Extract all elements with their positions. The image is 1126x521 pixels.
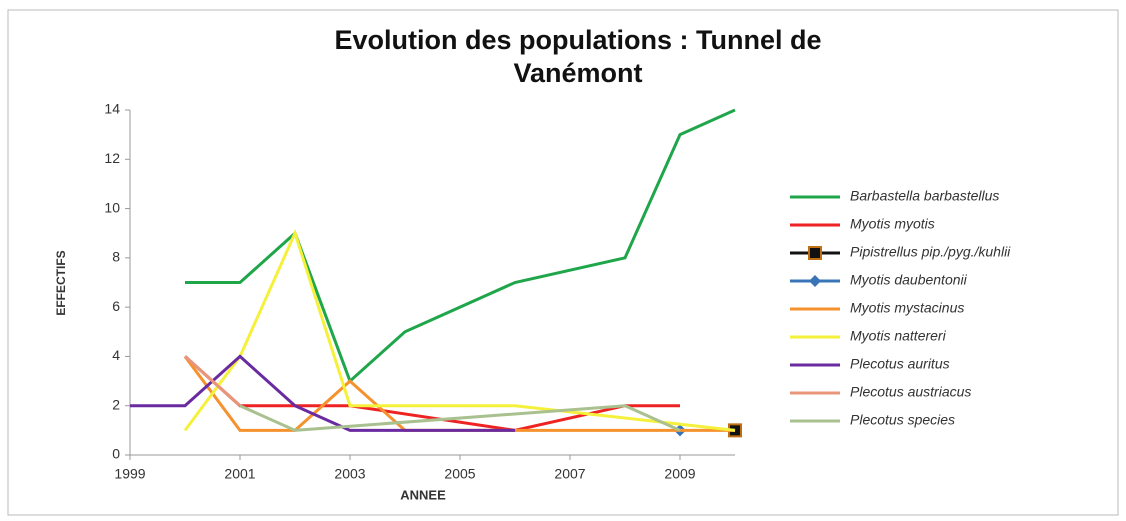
- x-axis-label: ANNEE: [400, 487, 446, 502]
- legend-label: Plecotus species: [850, 412, 955, 428]
- y-tick-label: 14: [104, 101, 120, 117]
- y-tick-label: 12: [104, 150, 120, 166]
- x-tick-label: 1999: [114, 466, 145, 482]
- legend-label: Pipistrellus pip./pyg./kuhlii: [850, 244, 1011, 260]
- legend-label: Myotis daubentonii: [850, 272, 968, 288]
- marker: [809, 275, 821, 287]
- x-tick-label: 2007: [554, 466, 585, 482]
- y-tick-label: 10: [104, 199, 120, 215]
- legend-label: Myotis nattereri: [850, 328, 947, 344]
- x-tick-label: 2009: [664, 466, 695, 482]
- line: [183, 355, 242, 407]
- legend-label: Plecotus austriacus: [850, 384, 971, 400]
- legend-label: Plecotus auritus: [850, 356, 950, 372]
- line: [130, 354, 515, 432]
- y-axis-label: EFFECTIFS: [54, 250, 68, 315]
- chart-title: Vanémont: [513, 58, 642, 88]
- x-tick-label: 2005: [444, 466, 475, 482]
- line: [239, 404, 681, 432]
- legend-label: Myotis myotis: [850, 216, 935, 232]
- y-tick-label: 8: [112, 249, 120, 265]
- y-tick-label: 2: [112, 396, 120, 412]
- line: [185, 108, 736, 384]
- x-tick-label: 2003: [334, 466, 365, 482]
- chart-title: Evolution des populations : Tunnel de: [335, 25, 822, 55]
- marker: [808, 246, 822, 260]
- legend-label: Barbastella barbastellus: [850, 188, 999, 204]
- x-tick-label: 2001: [224, 466, 255, 482]
- legend-label: Myotis mystacinus: [850, 300, 964, 316]
- y-tick-label: 4: [112, 347, 120, 363]
- y-tick-label: 0: [112, 446, 120, 462]
- y-tick-label: 6: [112, 298, 120, 314]
